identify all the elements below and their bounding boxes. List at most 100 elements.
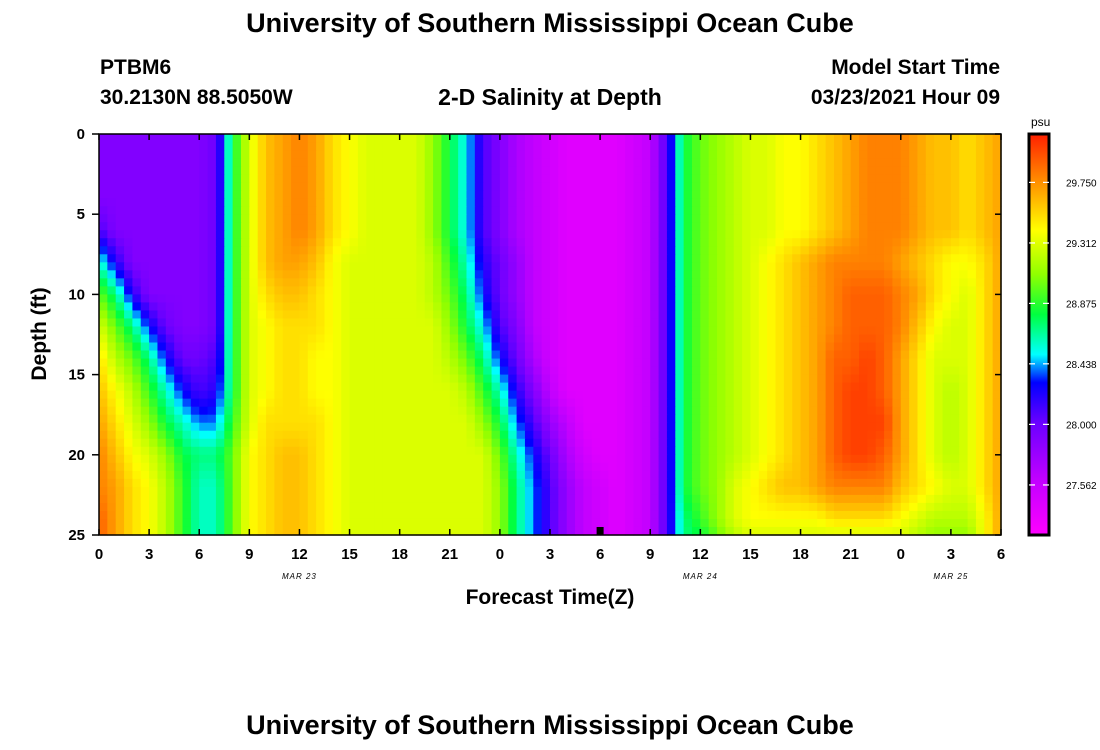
heatmap-cell (274, 486, 284, 496)
heatmap-cell (157, 462, 167, 472)
heatmap-cell (99, 190, 108, 199)
heatmap-cell (99, 278, 108, 287)
heatmap-cell (499, 342, 509, 352)
heatmap-cell (867, 470, 877, 480)
heatmap-cell (859, 182, 868, 191)
heatmap-cell (132, 318, 142, 328)
heatmap-cell (408, 358, 417, 368)
heatmap-cell (240, 398, 250, 408)
heatmap-cell (825, 398, 835, 408)
heatmap-cell (491, 446, 501, 456)
heatmap-cell (666, 286, 676, 295)
heatmap-cell (249, 222, 259, 231)
heatmap-cell (466, 326, 476, 336)
heatmap-cell (942, 254, 952, 263)
heatmap-cell (666, 198, 676, 207)
heatmap-cell (550, 462, 559, 472)
heatmap-cell (842, 246, 852, 255)
heatmap-cell (792, 182, 802, 191)
heatmap-cell (892, 142, 902, 151)
heatmap-cell (174, 294, 184, 304)
heatmap-cell (215, 478, 225, 488)
heatmap-cell (299, 302, 309, 312)
heatmap-cell (959, 486, 969, 496)
heatmap-cell (541, 398, 551, 408)
heatmap-cell (366, 350, 376, 360)
heatmap-cell (959, 302, 969, 312)
heatmap-cell (282, 230, 292, 239)
heatmap-cell (491, 134, 501, 143)
heatmap-cell (767, 478, 777, 488)
heatmap-cell (675, 174, 685, 183)
heatmap-cell (124, 470, 134, 480)
heatmap-cell (149, 254, 159, 263)
heatmap-cell (633, 358, 643, 368)
heatmap-cell (190, 198, 200, 207)
heatmap-cell (491, 150, 501, 159)
heatmap-cell (433, 374, 443, 384)
heatmap-cell (433, 302, 443, 312)
heatmap-cell (483, 302, 493, 312)
heatmap-cell (683, 374, 693, 384)
heatmap-cell (700, 302, 710, 312)
heatmap-cell (99, 254, 108, 263)
heatmap-cell (524, 430, 534, 440)
heatmap-cell (240, 174, 250, 183)
heatmap-cell (658, 414, 668, 424)
heatmap-cell (266, 502, 275, 512)
heatmap-cell (625, 294, 635, 304)
heatmap-cell (416, 262, 426, 271)
heatmap-cell (900, 454, 910, 464)
heatmap-cell (408, 310, 417, 320)
heatmap-cell (541, 350, 551, 360)
heatmap-cell (483, 158, 493, 167)
heatmap-cell (850, 286, 860, 295)
heatmap-cell (892, 134, 902, 143)
heatmap-cell (875, 414, 885, 424)
heatmap-cell (207, 206, 217, 215)
heatmap-cell (107, 446, 117, 456)
heatmap-cell (107, 406, 117, 416)
heatmap-cell (215, 406, 225, 416)
heatmap-cell (99, 390, 108, 400)
heatmap-cell (215, 174, 225, 183)
heatmap-cell (650, 174, 660, 183)
heatmap-cell (224, 502, 234, 512)
heatmap-cell (524, 478, 534, 488)
heatmap-cell (374, 150, 384, 159)
heatmap-cell (382, 422, 392, 432)
heatmap-cell (232, 406, 242, 416)
heatmap-cell (600, 174, 610, 183)
heatmap-cell (140, 254, 150, 263)
heatmap-cell (550, 230, 559, 239)
heatmap-cell (115, 390, 125, 400)
heatmap-cell (382, 430, 392, 440)
heatmap-cell (357, 366, 367, 376)
heatmap-cell (984, 366, 994, 376)
heatmap-cell (282, 246, 292, 255)
heatmap-cell (833, 358, 843, 368)
heatmap-cell (825, 486, 835, 496)
heatmap-cell (341, 174, 351, 183)
heatmap-cell (199, 382, 209, 392)
heatmap-cell (717, 398, 726, 408)
heatmap-cell (992, 238, 1002, 247)
heatmap-cell (767, 382, 777, 392)
heatmap-cell (149, 230, 159, 239)
heatmap-cell (391, 478, 401, 488)
heatmap-cell (207, 478, 217, 488)
heatmap-cell (466, 182, 476, 191)
heatmap-cell (658, 238, 668, 247)
heatmap-cell (783, 350, 793, 360)
heatmap-cell (232, 422, 242, 432)
heatmap-cell (458, 294, 468, 304)
heatmap-cell (524, 382, 534, 392)
heatmap-cell (675, 166, 685, 175)
heatmap-cell (441, 238, 451, 247)
heatmap-cell (99, 134, 108, 143)
heatmap-cell (483, 462, 493, 472)
heatmap-cell (992, 246, 1002, 255)
heatmap-cell (742, 286, 752, 295)
heatmap-cell (374, 470, 384, 480)
heatmap-cell (925, 486, 935, 496)
